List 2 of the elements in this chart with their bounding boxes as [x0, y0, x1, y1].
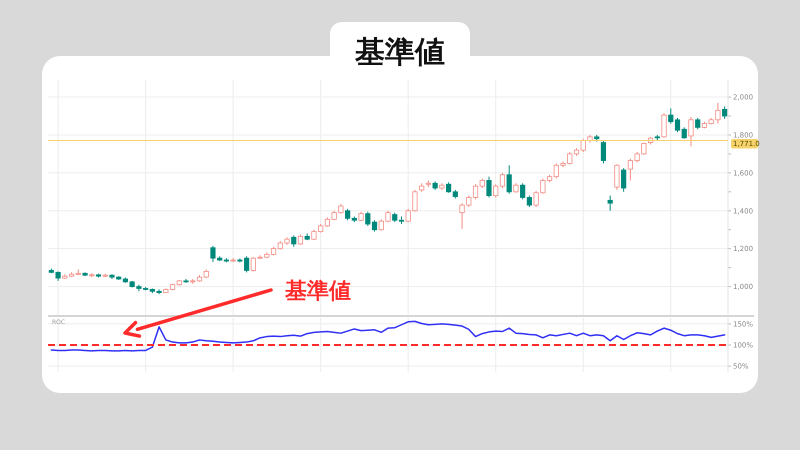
ref-label: 基準値 — [285, 279, 351, 304]
title: 基準値 — [355, 35, 445, 70]
